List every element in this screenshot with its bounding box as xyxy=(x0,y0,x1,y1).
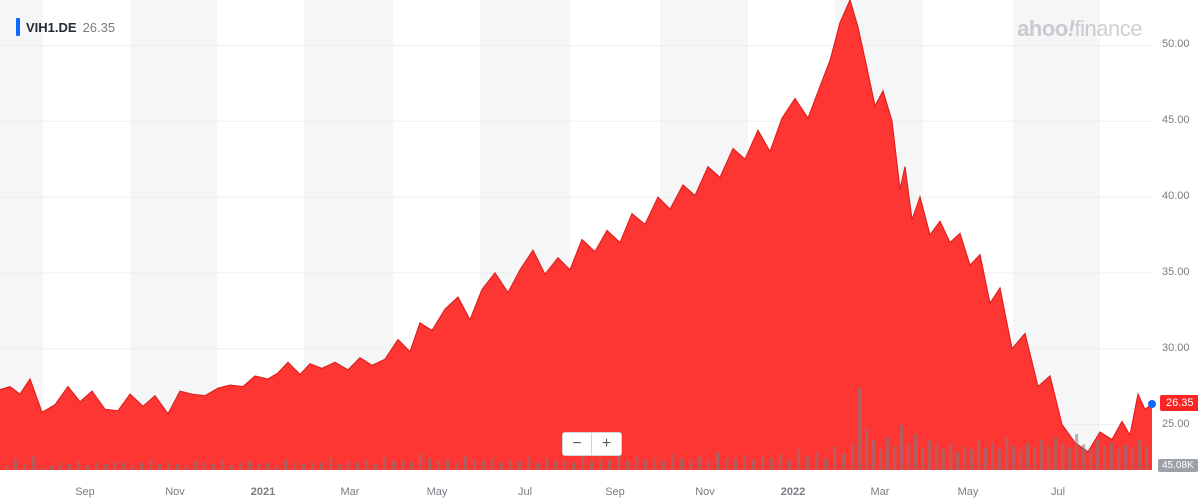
zoom-in-button[interactable]: + xyxy=(592,432,622,456)
x-tick-label: 2022 xyxy=(781,486,805,498)
watermark-part-b: finance xyxy=(1075,16,1142,41)
watermark-part-a: ahoo xyxy=(1017,16,1068,41)
ticker-symbol: VIH1.DE xyxy=(26,20,77,35)
x-tick-label: May xyxy=(427,486,448,498)
y-tick-label: 45.00 xyxy=(1162,114,1190,126)
y-tick-label: 35.00 xyxy=(1162,266,1190,278)
zoom-controls: − + xyxy=(562,432,622,456)
yahoo-finance-watermark: ahoo!finance xyxy=(1017,16,1142,42)
y-tick-label: 40.00 xyxy=(1162,190,1190,202)
x-tick-label: Nov xyxy=(695,486,715,498)
x-tick-label: Sep xyxy=(75,486,95,498)
last-volume-badge: 45.08K xyxy=(1158,459,1198,472)
x-tick-label: May xyxy=(958,486,979,498)
watermark-bang: ! xyxy=(1068,16,1075,41)
y-tick-label: 50.00 xyxy=(1162,38,1190,50)
x-tick-label: Nov xyxy=(165,486,185,498)
last-price-badge: 26.35 xyxy=(1160,395,1198,411)
price-chart-svg xyxy=(0,0,1198,503)
y-tick-label: 30.00 xyxy=(1162,342,1190,354)
ticker-accent-bar xyxy=(16,18,20,36)
y-tick-label: 25.00 xyxy=(1162,418,1190,430)
x-tick-label: Mar xyxy=(871,486,890,498)
ticker-badge: VIH1.DE 26.35 xyxy=(16,18,115,36)
x-tick-label: Jul xyxy=(518,486,532,498)
ticker-price: 26.35 xyxy=(83,20,116,35)
x-tick-label: Jul xyxy=(1051,486,1065,498)
last-price-dot xyxy=(1148,400,1156,408)
x-tick-label: Sep xyxy=(605,486,625,498)
zoom-out-button[interactable]: − xyxy=(562,432,592,456)
x-tick-label: Mar xyxy=(341,486,360,498)
x-tick-label: 2021 xyxy=(251,486,275,498)
stock-chart-container: VIH1.DE 26.35 ahoo!finance − + 25.00 30.0… xyxy=(0,0,1198,503)
